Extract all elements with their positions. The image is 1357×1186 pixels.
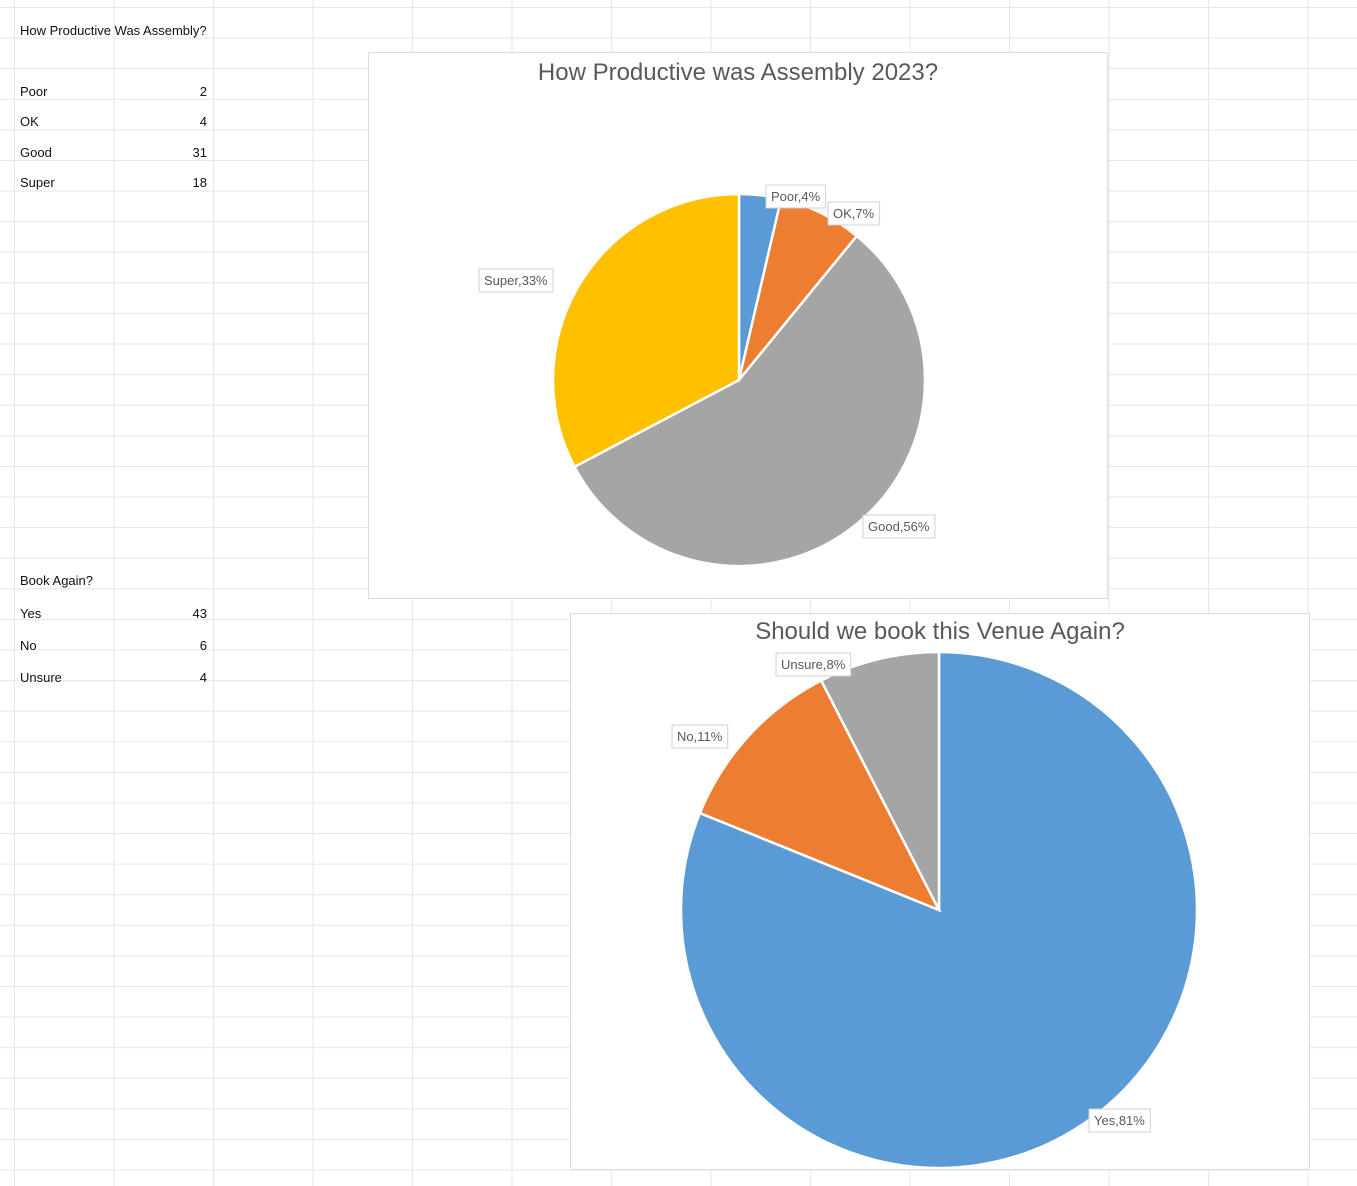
data-label-box bbox=[827, 201, 881, 226]
data-label-box bbox=[1088, 1108, 1151, 1133]
venue-pie-chart[interactable]: Should we book this Venue Again? Yes,81%… bbox=[570, 613, 1310, 1170]
data-label-no[interactable]: No,11% bbox=[671, 724, 729, 749]
table2-value-yes[interactable]: 43 bbox=[192, 606, 207, 621]
table2-label-unsure[interactable]: Unsure bbox=[20, 670, 62, 685]
data-label-poor[interactable]: Poor,4% bbox=[765, 184, 827, 209]
pie-slice-super[interactable] bbox=[551, 192, 741, 469]
data-label-text: Unsure,8% bbox=[781, 657, 846, 672]
productivity-pie-chart[interactable]: How Productive was Assembly 2023? Poor,4… bbox=[368, 52, 1108, 599]
data-label-box bbox=[862, 514, 936, 539]
table1-label-poor[interactable]: Poor bbox=[20, 84, 48, 99]
table1-label-ok[interactable]: OK bbox=[20, 114, 39, 129]
data-label-text: No,11% bbox=[677, 729, 723, 744]
table2-label-yes[interactable]: Yes bbox=[20, 606, 42, 621]
table1-value-ok[interactable]: 4 bbox=[199, 114, 207, 129]
data-label-box bbox=[765, 184, 827, 209]
pie-slice-unsure[interactable] bbox=[819, 650, 941, 911]
data-label-ok[interactable]: OK,7% bbox=[827, 201, 881, 226]
data-label-box bbox=[775, 652, 852, 677]
table1-heading[interactable]: How Productive Was Assembly? bbox=[20, 23, 207, 38]
pie-slice-good[interactable] bbox=[572, 234, 927, 568]
table1-label-good[interactable]: Good bbox=[20, 145, 52, 160]
table1-label-super[interactable]: Super bbox=[20, 175, 55, 190]
data-label-super[interactable]: Super,33% bbox=[478, 268, 554, 293]
chart-title: Should we book this Venue Again? bbox=[755, 618, 1125, 645]
pie-slice-no[interactable] bbox=[698, 678, 942, 913]
table2-label-no[interactable]: No bbox=[20, 638, 37, 653]
venue-pie-svg: Yes,81% No,11% Unsure,8% bbox=[671, 650, 1199, 1169]
table2-heading[interactable]: Book Again? bbox=[20, 573, 94, 588]
data-label-text: Super,33% bbox=[484, 273, 548, 288]
productivity-pie-svg: Poor,4% OK,7% Good,56% Super,33% bbox=[478, 184, 936, 568]
table1-value-good[interactable]: 31 bbox=[192, 145, 207, 160]
data-label-box bbox=[671, 724, 729, 749]
table1-value-super[interactable]: 18 bbox=[192, 175, 207, 190]
table2-value-no[interactable]: 6 bbox=[199, 638, 207, 653]
data-label-good[interactable]: Good,56% bbox=[862, 514, 936, 539]
table1-value-poor[interactable]: 2 bbox=[199, 84, 207, 99]
data-label-text: Good,56% bbox=[868, 519, 930, 534]
table2-value-unsure[interactable]: 4 bbox=[199, 670, 207, 685]
data-label-text: Poor,4% bbox=[771, 189, 821, 204]
data-label-yes[interactable]: Yes,81% bbox=[1088, 1108, 1151, 1133]
chart-title: How Productive was Assembly 2023? bbox=[537, 59, 939, 86]
data-label-unsure[interactable]: Unsure,8% bbox=[775, 652, 852, 677]
data-label-box bbox=[478, 268, 554, 293]
data-label-text: OK,7% bbox=[833, 206, 875, 221]
data-label-text: Yes,81% bbox=[1094, 1113, 1145, 1128]
